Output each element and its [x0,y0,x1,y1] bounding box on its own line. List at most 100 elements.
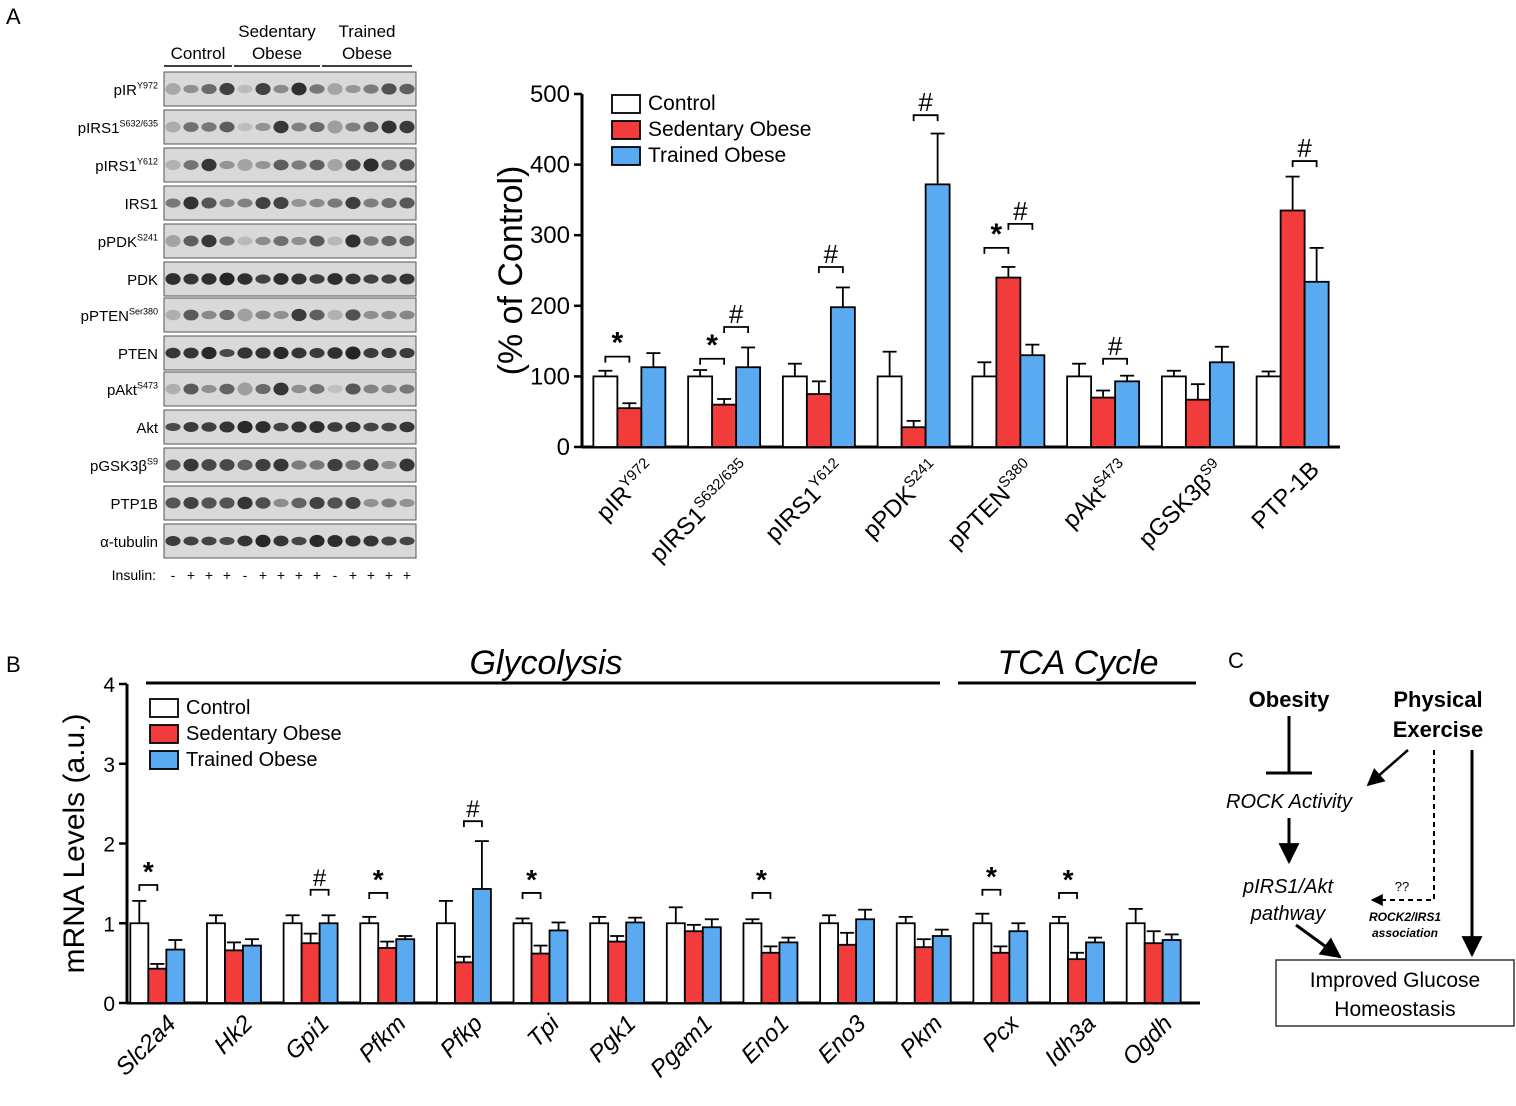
bar [1208,361,1235,448]
blot-row-label: pIRY972 [114,81,158,99]
blot-band [327,347,343,359]
blot-band [399,421,415,433]
blot-band [327,384,343,394]
insulin-sign: + [403,567,411,583]
category-label: Idh3a [1040,1010,1102,1072]
bar [1184,398,1211,448]
y-tick-label: 500 [530,81,570,108]
legend-swatch [611,94,641,114]
bar [359,922,380,1004]
blot-band [399,159,415,171]
blot-band [273,382,289,396]
blot-band [201,536,217,546]
blot-band [219,198,235,208]
blot-group-label: Control [171,44,226,63]
blot-band [219,160,235,170]
blot-band [201,384,217,394]
insulin-sign: + [349,567,357,583]
insulin-sign: + [223,567,231,583]
blot-band [255,160,271,170]
result-box [1275,959,1515,1027]
panel-label-b: B [6,652,21,677]
blot-band [237,496,253,510]
blot-band [399,347,415,359]
significance-bracket [462,820,483,828]
bar [760,951,781,1004]
panel-label-c: C [1228,648,1244,673]
blot-band [381,536,397,546]
blot-band [345,234,361,248]
blot-band [327,534,343,548]
significance-symbol: # [1013,196,1028,226]
blot-band [201,83,217,95]
blot-band [165,383,181,395]
y-tick-label: 1 [103,913,115,936]
blot-band [381,235,397,247]
significance-symbol: # [1108,331,1123,361]
blot-band [381,310,397,320]
blot-group-label: Trained [338,22,395,41]
blot-band [255,122,271,132]
blot-band [183,347,199,359]
bar [742,922,763,1004]
western-blot: Control Sedentary Obese Trained Obese pIRY972… [78,22,417,583]
insulin-sign: + [277,567,285,583]
bar [224,949,244,1004]
blot-band [183,536,199,546]
blot-band [399,384,415,394]
bar [616,407,643,448]
blot-band [165,497,181,509]
blot-band [237,273,253,285]
category-label: pPDKS241 [856,455,946,545]
section-label-tca: TCA Cycle [997,644,1158,682]
panel-label-a: A [6,4,21,29]
bar [453,961,474,1004]
legend-swatch [611,120,641,140]
blot-band [327,497,343,509]
blot-band [345,309,361,321]
blot-row-label: pGSK3βS9 [90,457,158,475]
insulin-sign: + [385,567,393,583]
y-tick-label: 200 [530,293,570,320]
blot-band [237,420,253,434]
insulin-sign: + [367,567,375,583]
bar [778,941,799,1004]
bar [855,918,876,1004]
bar [990,951,1011,1004]
blot-band [237,535,253,547]
blot-band [201,158,217,172]
blot-band [255,347,271,359]
blot-band [201,422,217,432]
bar [735,366,762,448]
blot-band [273,236,289,246]
blot-band [345,383,361,395]
bar [548,929,569,1004]
blot-band [399,310,415,320]
blot-band [345,460,361,470]
bar [165,948,186,1004]
blot-band [363,310,379,320]
blot-band [183,273,199,285]
blot-band [363,535,379,547]
significance-bracket [138,884,159,891]
dashed-exercise-arrow [1370,750,1435,906]
bar [665,922,686,1004]
blot-band [381,274,397,284]
bar [931,935,952,1004]
legend-label: Trained Obese [648,144,786,167]
blot-band [291,384,307,394]
significance-bracket [521,892,542,899]
blot-band [291,421,307,433]
blot-band [255,383,271,395]
exercise-to-rock-arrow [1366,749,1409,787]
legend-label: Control [648,92,716,115]
blot-band [399,536,415,546]
bar [147,967,168,1004]
bar [1019,354,1046,448]
bar [995,276,1022,448]
blot-band [345,535,361,547]
bar [837,943,858,1004]
blot-band [363,274,379,284]
blot-band [165,121,181,133]
pathway-label-line2: pathway [1250,903,1326,925]
